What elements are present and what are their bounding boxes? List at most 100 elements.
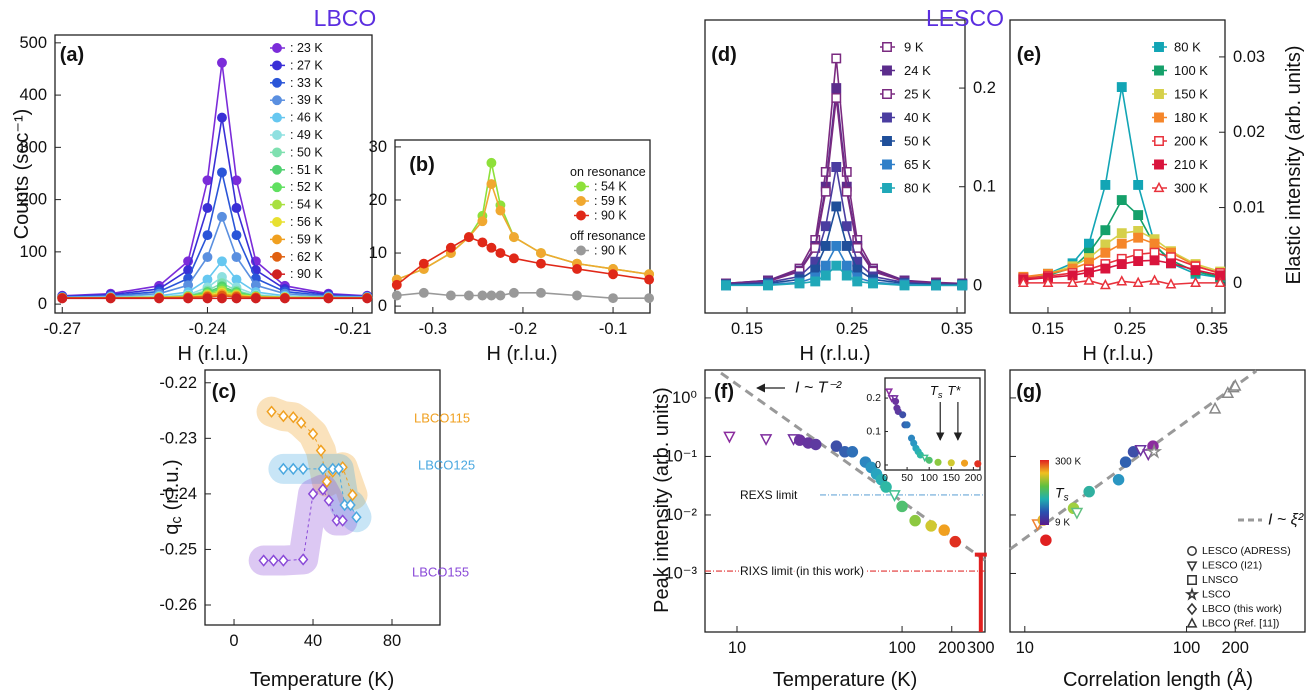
legend-marker — [272, 130, 282, 140]
marker — [231, 252, 242, 263]
marker — [1100, 263, 1111, 274]
marker — [831, 92, 842, 103]
legend-label: 100 K — [1174, 63, 1208, 78]
y-tick-label: 0 — [973, 276, 982, 294]
shape-legend-label: LSCO — [1202, 589, 1231, 601]
x-axis-label: H (r.l.u.) — [486, 343, 557, 365]
marker — [486, 179, 497, 189]
marker — [278, 554, 289, 567]
plot-frame — [704, 369, 986, 633]
x-tick-label: 0.15 — [1032, 320, 1064, 338]
legend-heading: on resonance — [570, 165, 646, 179]
x-tick-label: 50 — [901, 472, 913, 484]
marker — [57, 293, 68, 304]
marker — [1133, 232, 1144, 243]
marker — [1040, 534, 1052, 546]
series-line — [725, 203, 963, 286]
marker — [418, 258, 429, 269]
marker — [1208, 401, 1222, 414]
marker — [884, 388, 894, 397]
shape-legend-label: LBCO (Ref. [11]) — [1202, 618, 1279, 630]
marker — [1149, 238, 1160, 249]
marker — [852, 264, 863, 275]
marker — [1228, 378, 1242, 391]
legend-marker — [272, 251, 282, 262]
marker — [880, 481, 892, 493]
legend-label: : 56 K — [290, 215, 323, 229]
y-tick-label: 0 — [1233, 274, 1242, 292]
legend-marker — [272, 147, 282, 158]
colorbar-min-label: 9 K — [1055, 518, 1070, 529]
legend-label: : 90 K — [594, 244, 627, 258]
marker — [495, 248, 506, 258]
marker — [477, 290, 488, 301]
legend-heading: off resonance — [570, 229, 646, 243]
x-tick-label: -0.27 — [43, 320, 81, 338]
marker — [892, 397, 900, 405]
marker — [307, 487, 319, 501]
marker — [572, 264, 582, 274]
marker — [1116, 228, 1127, 239]
legend-label: : 39 K — [290, 93, 323, 107]
legend-marker — [272, 269, 282, 280]
marker — [831, 201, 842, 212]
annotation-label-main: T — [930, 383, 939, 398]
legend-label: : 50 K — [290, 145, 323, 159]
legend-label: 200 K — [1174, 134, 1208, 149]
y-axis-label: Elastic intensity (arb. units) — [1283, 46, 1305, 285]
fit-label: I ~ ξ² — [1268, 512, 1304, 529]
legend-label: 65 K — [904, 157, 931, 172]
marker — [351, 511, 362, 524]
legend-marker — [882, 112, 892, 123]
legend-marker — [272, 77, 282, 88]
x-axis-label: H (r.l.u.) — [177, 343, 248, 365]
legend-label: 300 K — [1174, 181, 1208, 196]
marker — [1112, 473, 1125, 486]
legend-label: : 62 K — [290, 250, 323, 264]
legend-label: 25 K — [904, 87, 931, 102]
marker — [477, 237, 488, 248]
x-tick-label: -0.3 — [419, 320, 447, 338]
inset-frame — [884, 377, 981, 471]
x-tick-label: 0.15 — [731, 320, 763, 338]
marker — [852, 276, 863, 287]
legend-marker — [272, 95, 282, 106]
legend-marker — [576, 245, 586, 256]
marker — [1067, 270, 1078, 281]
marker — [810, 438, 822, 451]
marker — [297, 553, 309, 566]
marker — [1067, 276, 1079, 287]
legend-marker — [882, 136, 892, 146]
x-axis-label: Temperature (K) — [250, 669, 395, 691]
panel-label: (b) — [409, 154, 435, 176]
y-axis-label: qc (r.l.u.) — [161, 459, 185, 534]
marker — [820, 240, 831, 251]
x-tick-label: 100 — [920, 472, 938, 484]
series-line — [396, 236, 650, 286]
marker — [217, 57, 227, 68]
marker — [486, 242, 497, 253]
marker — [841, 240, 852, 251]
shape-legend-label: LBCO (this work) — [1202, 603, 1282, 615]
legend-label: : 33 K — [290, 76, 323, 90]
marker — [445, 290, 456, 301]
legend-label: 9 K — [904, 40, 924, 55]
chart-title: LESCO — [926, 5, 1004, 31]
x-tick-label: 80 — [383, 632, 401, 650]
marker — [1149, 255, 1160, 266]
panel-label: (c) — [212, 381, 236, 403]
legend-label: 24 K — [904, 63, 931, 78]
x-tick-label: 150 — [943, 472, 961, 484]
x-tick-label: 200 — [1221, 639, 1249, 657]
x-tick-label: -0.24 — [189, 320, 227, 338]
marker — [925, 456, 933, 464]
y-tick-label: 0.2 — [866, 392, 881, 404]
x-tick-label: 0 — [882, 472, 888, 484]
annotation-label-sub: s — [938, 390, 943, 400]
annotation-label: T* — [947, 383, 961, 398]
y-tick-label: 200 — [19, 191, 47, 209]
marker — [721, 280, 731, 291]
legend-label: : 23 K — [290, 41, 323, 55]
marker — [536, 248, 546, 258]
legend-marker — [576, 210, 586, 221]
